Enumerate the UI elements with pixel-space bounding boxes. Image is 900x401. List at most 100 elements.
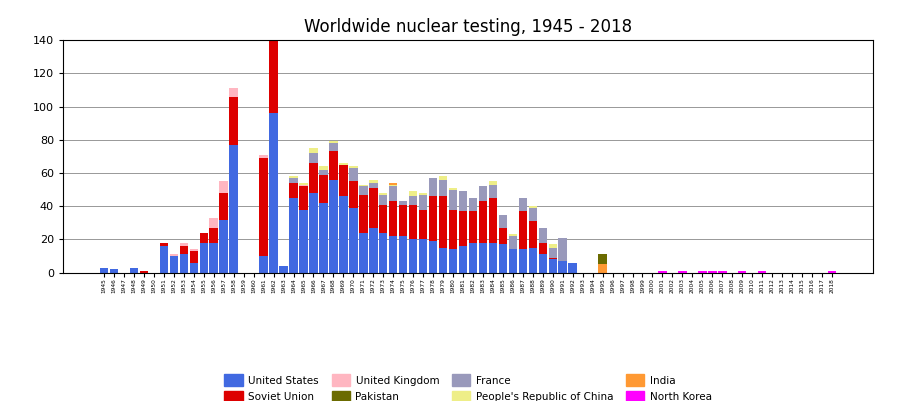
- Bar: [409, 239, 418, 273]
- Bar: [439, 180, 447, 196]
- Bar: [459, 211, 467, 246]
- Bar: [169, 254, 178, 256]
- Bar: [100, 268, 108, 273]
- Bar: [499, 215, 507, 228]
- Bar: [528, 248, 537, 273]
- Bar: [449, 190, 457, 210]
- Bar: [369, 183, 377, 188]
- Bar: [409, 196, 418, 205]
- Bar: [349, 208, 357, 273]
- Bar: [439, 176, 447, 180]
- Bar: [449, 188, 457, 190]
- Bar: [329, 180, 338, 273]
- Bar: [220, 181, 228, 193]
- Bar: [230, 88, 238, 97]
- Bar: [598, 264, 607, 273]
- Bar: [359, 194, 367, 233]
- Bar: [329, 152, 338, 180]
- Bar: [418, 193, 427, 194]
- Bar: [499, 228, 507, 245]
- Bar: [220, 193, 228, 219]
- Bar: [369, 180, 377, 183]
- Bar: [569, 263, 577, 273]
- Bar: [698, 271, 706, 273]
- Bar: [379, 194, 388, 205]
- Bar: [479, 186, 487, 201]
- Bar: [559, 261, 567, 273]
- Bar: [200, 233, 208, 243]
- Bar: [349, 168, 357, 181]
- Bar: [259, 158, 268, 256]
- Bar: [518, 198, 527, 211]
- Bar: [369, 188, 377, 228]
- Bar: [269, 0, 278, 113]
- Bar: [329, 143, 338, 152]
- Bar: [469, 198, 477, 211]
- Bar: [409, 191, 418, 196]
- Bar: [399, 201, 408, 205]
- Bar: [708, 271, 716, 273]
- Bar: [678, 271, 687, 273]
- Bar: [320, 166, 328, 170]
- Bar: [418, 210, 427, 239]
- Bar: [429, 196, 437, 241]
- Bar: [180, 243, 188, 246]
- Bar: [469, 243, 477, 273]
- Bar: [320, 175, 328, 203]
- Bar: [538, 228, 547, 243]
- Bar: [379, 205, 388, 233]
- Bar: [329, 142, 338, 143]
- Bar: [190, 263, 198, 273]
- Bar: [310, 163, 318, 193]
- Bar: [159, 243, 168, 246]
- Bar: [409, 205, 418, 239]
- Bar: [658, 271, 667, 273]
- Bar: [548, 248, 557, 258]
- Bar: [439, 248, 447, 273]
- Bar: [299, 186, 308, 210]
- Bar: [289, 183, 298, 198]
- Bar: [489, 181, 497, 184]
- Bar: [459, 246, 467, 273]
- Bar: [548, 258, 557, 259]
- Bar: [259, 155, 268, 158]
- Bar: [528, 221, 537, 248]
- Bar: [548, 259, 557, 273]
- Bar: [320, 203, 328, 273]
- Bar: [399, 236, 408, 273]
- Bar: [200, 243, 208, 273]
- Bar: [528, 208, 537, 221]
- Bar: [538, 254, 547, 273]
- Bar: [289, 178, 298, 183]
- Bar: [489, 184, 497, 198]
- Bar: [828, 271, 836, 273]
- Bar: [169, 256, 178, 273]
- Bar: [399, 205, 408, 236]
- Legend: United States, Soviet Union, United Kingdom, Pakistan, France, People's Republic: United States, Soviet Union, United King…: [224, 375, 712, 401]
- Bar: [180, 254, 188, 273]
- Bar: [339, 196, 347, 273]
- Bar: [339, 163, 347, 165]
- Bar: [559, 238, 567, 261]
- Bar: [310, 148, 318, 153]
- Bar: [299, 210, 308, 273]
- Bar: [140, 271, 148, 273]
- Bar: [389, 201, 398, 236]
- Bar: [508, 249, 518, 273]
- Bar: [518, 211, 527, 249]
- Bar: [339, 165, 347, 196]
- Bar: [389, 183, 398, 184]
- Bar: [210, 218, 218, 228]
- Bar: [349, 166, 357, 168]
- Bar: [718, 271, 726, 273]
- Bar: [449, 249, 457, 273]
- Bar: [758, 271, 767, 273]
- Bar: [130, 268, 139, 273]
- Bar: [508, 235, 518, 236]
- Bar: [180, 246, 188, 254]
- Bar: [310, 193, 318, 273]
- Bar: [499, 245, 507, 273]
- Bar: [439, 196, 447, 248]
- Bar: [190, 251, 198, 263]
- Bar: [359, 186, 367, 194]
